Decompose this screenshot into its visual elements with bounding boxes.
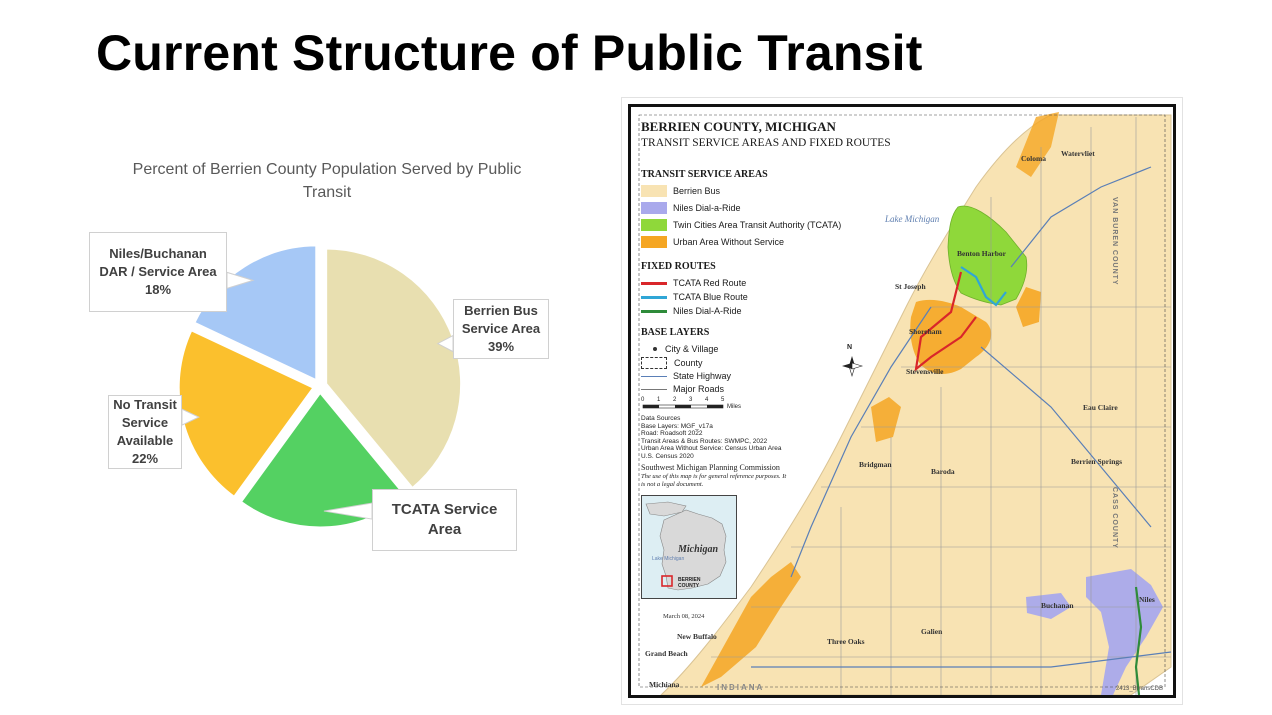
pie-data-label: Niles/Buchanan DAR / Service Area 18% — [89, 232, 227, 312]
data-label-line: 22% — [131, 451, 159, 466]
scale-bar — [642, 404, 724, 409]
scale-tick-3: 3 — [689, 397, 693, 403]
town-label: Benton Harbor — [957, 249, 1006, 258]
legend-fixed-routes-heading: FIXED ROUTES — [641, 261, 716, 272]
inset-state-label: Michigan — [678, 544, 719, 555]
niles-dial-a-ride-area — [1086, 569, 1163, 695]
tcata-blue-route — [960, 266, 1007, 307]
scale-tick-4: 4 — [705, 397, 709, 403]
legend-item-blue-route: TCATA Blue Route — [641, 292, 748, 302]
town-label: Eau Claire — [1083, 403, 1118, 412]
scale-unit: Miles — [727, 404, 742, 410]
pie-data-label: TCATA Service Area — [372, 489, 517, 551]
legend-item-niles-route: Niles Dial-A-Ride — [641, 306, 742, 316]
michigan-inset-map: Michigan Lake Michigan BERRIEN COUNTY — [641, 495, 737, 599]
urban-area-shoreham — [910, 299, 992, 374]
legend-item-berrien-bus: Berrien Bus — [641, 185, 720, 197]
town-label: Niles — [1139, 595, 1155, 604]
legend-item-county: County — [641, 357, 703, 369]
state-highways — [751, 166, 1172, 668]
inset-lake-label: Lake Michigan — [652, 556, 685, 562]
data-label-line: DAR / Service Area — [99, 264, 217, 279]
town-label: Shoreham — [909, 327, 942, 336]
town-label: Grand Beach — [645, 649, 688, 658]
town-label: Coloma — [1021, 154, 1046, 163]
data-label-line: Service Area — [461, 321, 541, 336]
slide-title: Current Structure of Public Transit — [96, 25, 923, 81]
legend-item-city-village: City & Village — [641, 344, 718, 354]
callout-leader-3 — [226, 271, 255, 290]
data-sources: Data Sources Base Layers: MGF_v17a Road:… — [641, 415, 782, 460]
map-panel: BERRIEN COUNTY, MICHIGAN TRANSIT SERVICE… — [628, 104, 1176, 698]
cass-county-label: CASS COUNTY — [1111, 487, 1118, 549]
scale-tick-5: 5 — [721, 397, 725, 403]
data-label-line: TCATA Service — [391, 501, 498, 518]
north-arrow — [842, 356, 864, 378]
legend-service-areas-heading: TRANSIT SERVICE AREAS — [641, 169, 768, 180]
pie-data-label: Berrien Bus Service Area 39% — [453, 299, 549, 359]
legend-item-red-route: TCATA Red Route — [641, 278, 746, 288]
data-label-line: Berrien Bus — [464, 303, 538, 318]
urban-area-new-buffalo — [701, 562, 801, 687]
data-label-line: Area — [427, 521, 462, 538]
urban-area-coloma — [1016, 112, 1059, 177]
town-label: New Buffalo — [677, 632, 717, 641]
buchanan-dar-area — [1026, 593, 1071, 619]
data-label-line: 39% — [487, 339, 515, 354]
transit-map: BERRIEN COUNTY, MICHIGAN TRANSIT SERVICE… — [621, 97, 1183, 705]
tcata-red-route — [914, 271, 977, 372]
county-boundary — [638, 114, 1166, 688]
town-label: Buchanan — [1041, 601, 1074, 610]
scale-tick-2: 2 — [673, 397, 677, 403]
town-label: St Joseph — [895, 282, 926, 291]
legend-item-major-roads: Major Roads — [641, 384, 724, 394]
town-label: Berrien Springs — [1071, 457, 1123, 466]
major-roads — [711, 117, 1171, 695]
legend-item-tcata: Twin Cities Area Transit Authority (TCAT… — [641, 219, 841, 231]
chart-title: Percent of Berrien County Population Ser… — [132, 161, 522, 201]
scale-tick-1: 1 — [657, 397, 661, 403]
compass-north-label: N — [847, 344, 853, 351]
town-label: Stevensville — [906, 367, 944, 376]
berrien-bus-area — [660, 114, 1172, 695]
map-subtitle: TRANSIT SERVICE AREAS AND FIXED ROUTES — [641, 137, 891, 149]
town-label: Galien — [921, 627, 943, 636]
urban-area-bridgman — [871, 397, 901, 442]
callout-leader-2 — [181, 408, 200, 426]
data-label-line: Service — [121, 415, 169, 430]
pie-chart — [176, 243, 464, 530]
legend-item-niles-dar: Niles Dial-a-Ride — [641, 202, 741, 214]
data-label-line: Niles/Buchanan — [109, 246, 207, 261]
van-buren-county-label: VAN BUREN COUNTY — [1111, 197, 1118, 286]
lake-michigan-label: Lake Michigan — [885, 214, 940, 224]
data-label-line: 18% — [144, 282, 172, 297]
scale-tick-0: 0 — [641, 397, 645, 403]
map-title: BERRIEN COUNTY, MICHIGAN — [641, 119, 836, 134]
town-label: Michiana — [649, 680, 680, 689]
legend-item-state-highway: State Highway — [641, 371, 731, 381]
data-label-line: No Transit — [113, 397, 177, 412]
town-label: Bridgman — [859, 460, 892, 469]
legend-item-urban-area: Urban Area Without Service — [641, 236, 784, 248]
pie-data-label: No Transit Service Available 22% — [108, 395, 182, 469]
map-id: 2413_BrransCDB — [1115, 686, 1163, 692]
map-date: March 08, 2024 — [663, 613, 705, 620]
town-label: Baroda — [931, 467, 955, 476]
map-disclaimer: The use of this map is for general refer… — [641, 473, 787, 488]
inset-county-label: BERRIEN COUNTY — [678, 577, 701, 589]
niles-dial-a-ride-route — [1134, 586, 1143, 695]
data-label-line: Available — [116, 433, 174, 448]
legend-base-layers-heading: BASE LAYERS — [641, 327, 710, 338]
town-label: Three Oaks — [827, 637, 865, 646]
agency-name: Southwest Michigan Planning Commission — [641, 463, 780, 472]
tcata-area — [947, 205, 1028, 306]
indiana-label: INDIANA — [717, 683, 765, 692]
town-label: Watervliet — [1061, 149, 1095, 158]
